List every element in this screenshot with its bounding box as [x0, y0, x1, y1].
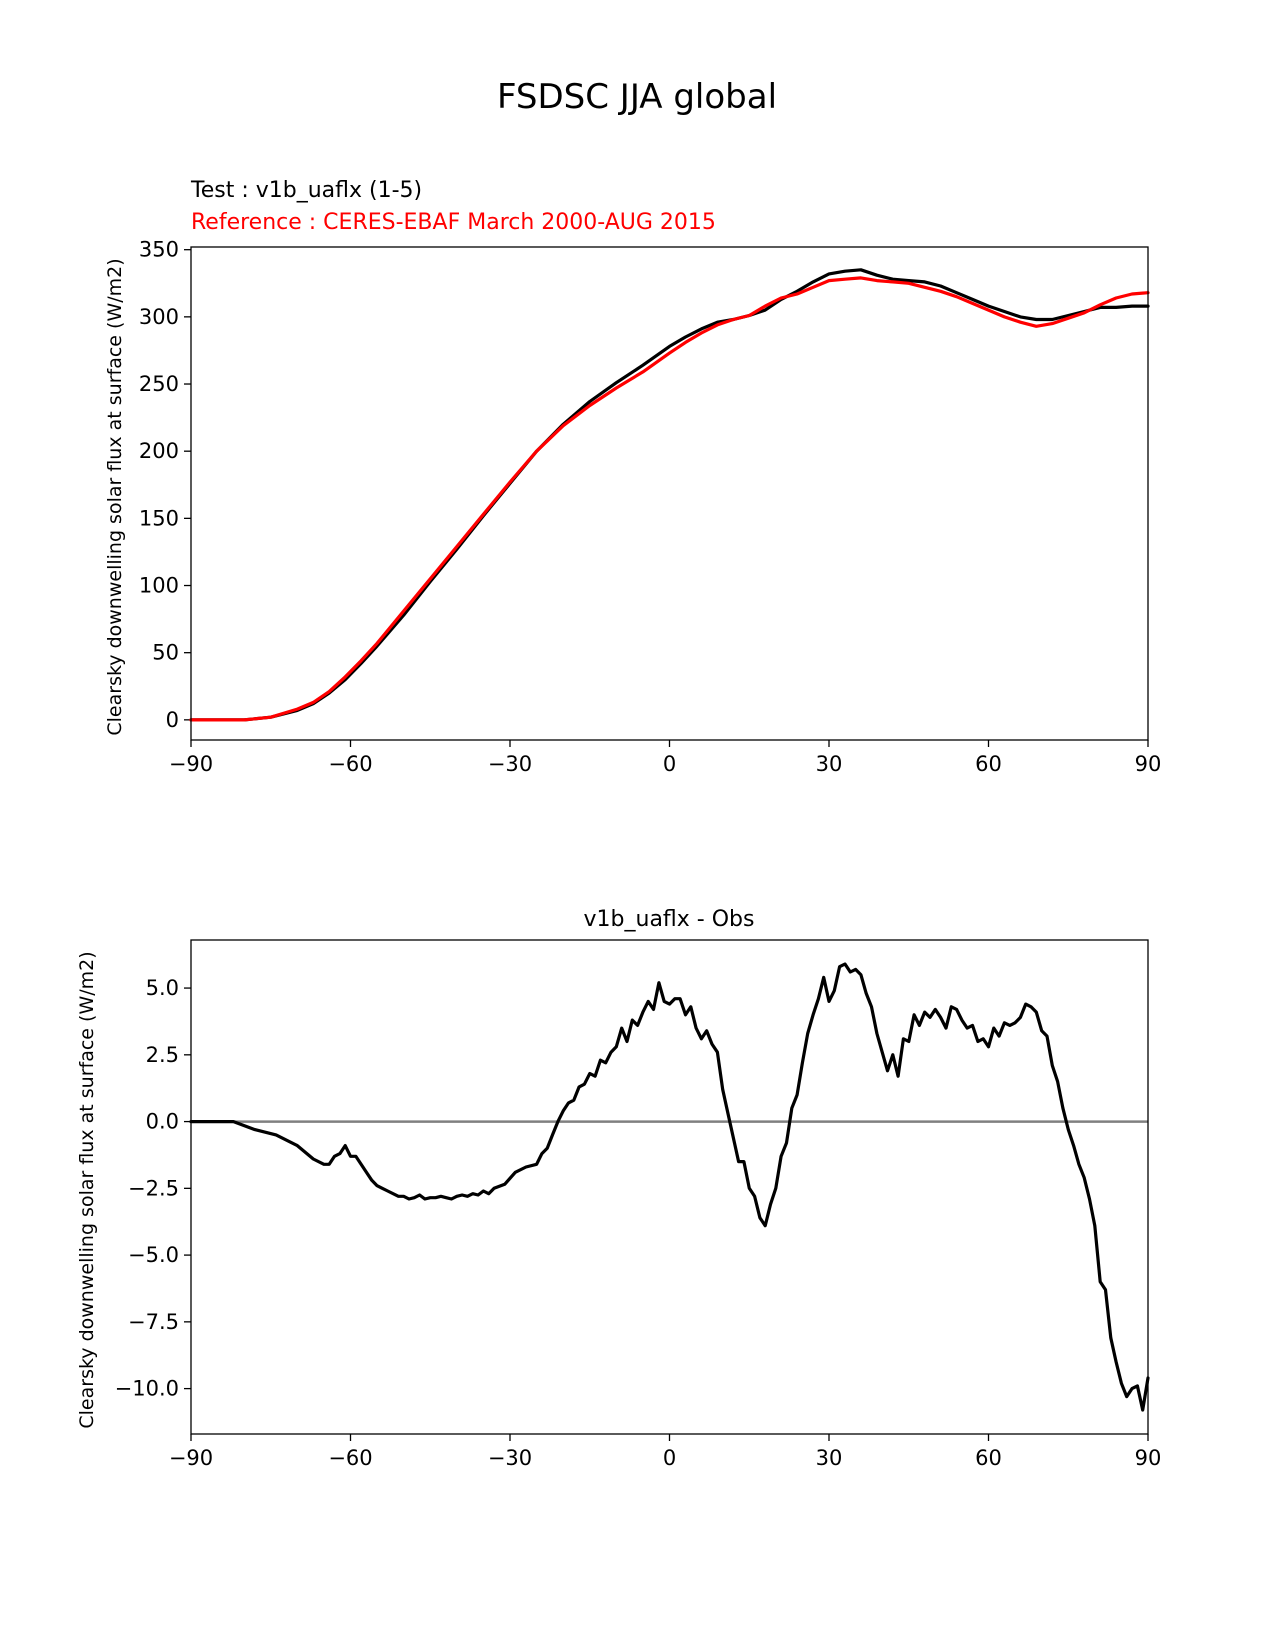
- y-tick-label: 350: [139, 238, 179, 262]
- bottom-plot-frame: [190, 939, 1149, 1435]
- bottom-ticks: −90 −60 −30 0 30 60 90 5.0 2.5 0.0 −2.5 −5.0 −7.5 −10…: [115, 976, 1162, 1470]
- difference-title: v1b_uaflx - Obs: [584, 907, 755, 932]
- difference-series-line: [189, 962, 1150, 1412]
- x-tick-label: 30: [816, 752, 843, 776]
- top-ticks: −90 −60 −30 0 30 60 90 0 50 100 150 200 250 300 350: [139, 238, 1161, 776]
- y-tick-label: −10.0: [115, 1377, 179, 1401]
- y-tick-label: 200: [139, 439, 179, 463]
- x-tick-label: −30: [488, 752, 532, 776]
- top-y-axis-label: Clearsky downwelling solar flux at surfa…: [104, 258, 126, 735]
- x-tick-label: 30: [816, 1446, 843, 1470]
- bottom-y-axis-label: Clearsky downwelling solar flux at surfa…: [76, 951, 98, 1428]
- x-tick-label: 60: [975, 752, 1002, 776]
- y-tick-label: 0.0: [146, 1110, 179, 1134]
- x-tick-label: −60: [328, 1446, 372, 1470]
- figure-title: FSDSC JJA global: [497, 77, 777, 117]
- test-subtitle: Test : v1b_uaflx (1-5): [190, 178, 422, 203]
- x-tick-label: 0: [663, 1446, 676, 1470]
- y-tick-label: 0: [166, 708, 179, 732]
- x-tick-label: 60: [975, 1446, 1002, 1470]
- y-tick-label: 100: [139, 574, 179, 598]
- x-tick-label: −30: [488, 1446, 532, 1470]
- top-series-group: [189, 268, 1150, 722]
- y-tick-label: −2.5: [128, 1176, 179, 1200]
- y-tick-label: −7.5: [128, 1310, 179, 1334]
- x-tick-label: −60: [328, 752, 372, 776]
- bottom-series-group: [189, 962, 1150, 1412]
- y-tick-label: 50: [152, 641, 179, 665]
- bottom-chart-panel: v1b_uaflx - Obs Clearsky downwelling sol…: [76, 907, 1161, 1470]
- top-plot-frame: [190, 246, 1149, 741]
- x-tick-label: 90: [1135, 752, 1162, 776]
- y-tick-label: 5.0: [146, 976, 179, 1000]
- y-tick-label: 300: [139, 305, 179, 329]
- y-tick-label: 250: [139, 372, 179, 396]
- x-tick-label: −90: [169, 752, 213, 776]
- reference-series-line: [189, 276, 1150, 722]
- y-tick-label: 2.5: [146, 1043, 179, 1067]
- y-tick-label: −5.0: [128, 1243, 179, 1267]
- reference-subtitle: Reference : CERES-EBAF March 2000-AUG 20…: [191, 210, 716, 235]
- x-tick-label: 90: [1135, 1446, 1162, 1470]
- top-chart-panel: Test : v1b_uaflx (1-5) Reference : CERES…: [104, 178, 1161, 776]
- y-tick-label: 150: [139, 506, 179, 530]
- x-tick-label: −90: [169, 1446, 213, 1470]
- x-tick-label: 0: [663, 752, 676, 776]
